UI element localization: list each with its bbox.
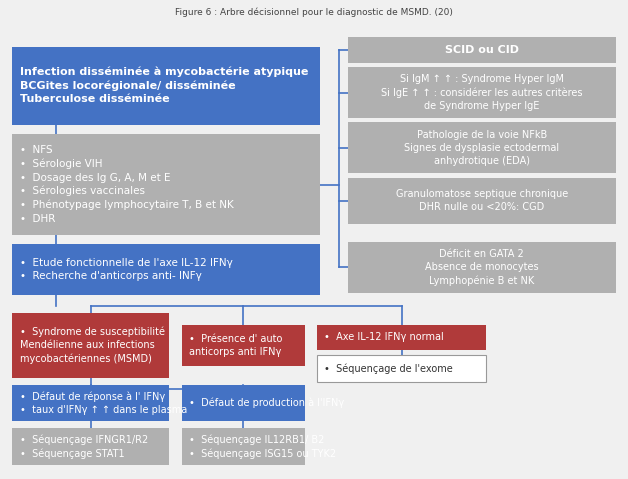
FancyBboxPatch shape (13, 244, 320, 295)
FancyBboxPatch shape (348, 178, 615, 224)
Text: Figure 6 : Arbre décisionnel pour le diagnostic de MSMD. (20): Figure 6 : Arbre décisionnel pour le dia… (175, 7, 453, 17)
Text: •  Axe IL-12 IFNγ normal: • Axe IL-12 IFNγ normal (325, 332, 444, 342)
Text: •  Présence d' auto
anticorps anti IFNγ: • Présence d' auto anticorps anti IFNγ (189, 334, 283, 357)
FancyBboxPatch shape (317, 325, 486, 350)
FancyBboxPatch shape (348, 242, 615, 293)
FancyBboxPatch shape (181, 325, 305, 366)
FancyBboxPatch shape (13, 385, 170, 422)
FancyBboxPatch shape (13, 46, 320, 125)
FancyBboxPatch shape (13, 428, 170, 465)
Text: •  Séquençage IFNGR1/R2
•  Séquençage STAT1: • Séquençage IFNGR1/R2 • Séquençage STAT… (20, 434, 148, 459)
Text: Déficit en GATA 2
Absence de monocytes
Lymphopénie B et NK: Déficit en GATA 2 Absence de monocytes L… (425, 249, 539, 286)
Text: Pathologie de la voie NFkB
Signes de dysplasie ectodermal
anhydrotique (EDA): Pathologie de la voie NFkB Signes de dys… (404, 129, 560, 166)
FancyBboxPatch shape (181, 385, 305, 422)
Text: •  Séquençage de l'exome: • Séquençage de l'exome (325, 363, 453, 374)
Text: •  Syndrome de susceptibilité
Mendélienne aux infections
mycobactériennes (MSMD): • Syndrome de susceptibilité Mendélienne… (20, 327, 165, 364)
FancyBboxPatch shape (317, 354, 486, 382)
Text: •  Etude fonctionnelle de l'axe IL-12 IFNγ
•  Recherche d'anticorps anti- INFγ: • Etude fonctionnelle de l'axe IL-12 IFN… (20, 258, 233, 281)
Text: •  Séquençage IL12RB1/ B2
•  Séquençage ISG15 ou TYK2: • Séquençage IL12RB1/ B2 • Séquençage IS… (189, 434, 336, 459)
FancyBboxPatch shape (348, 123, 615, 173)
FancyBboxPatch shape (348, 67, 615, 118)
Text: •  NFS
•  Sérologie VIH
•  Dosage des Ig G, A, M et E
•  Sérologies vaccinales
•: • NFS • Sérologie VIH • Dosage des Ig G,… (20, 146, 234, 224)
Text: •  Défaut de production à l'IFNγ: • Défaut de production à l'IFNγ (189, 398, 344, 408)
FancyBboxPatch shape (181, 428, 305, 465)
FancyBboxPatch shape (13, 134, 320, 235)
Text: •  Défaut de réponse à l' IFNγ
•  taux d'IFNγ ↑ ↑ dans le plasma: • Défaut de réponse à l' IFNγ • taux d'I… (20, 391, 187, 415)
FancyBboxPatch shape (13, 313, 170, 377)
Text: Infection disséminée à mycobactérie atypique
BCGites locorégionale/ disséminée
T: Infection disséminée à mycobactérie atyp… (20, 67, 308, 104)
Text: SCID ou CID: SCID ou CID (445, 45, 519, 55)
Text: Granulomatose septique chronique
DHR nulle ou <20%: CGD: Granulomatose septique chronique DHR nul… (396, 189, 568, 212)
Text: Si IgM ↑ ↑ : Syndrome Hyper IgM
Si IgE ↑ ↑ : considérer les autres critères
de S: Si IgM ↑ ↑ : Syndrome Hyper IgM Si IgE ↑… (381, 74, 582, 111)
FancyBboxPatch shape (348, 37, 615, 63)
